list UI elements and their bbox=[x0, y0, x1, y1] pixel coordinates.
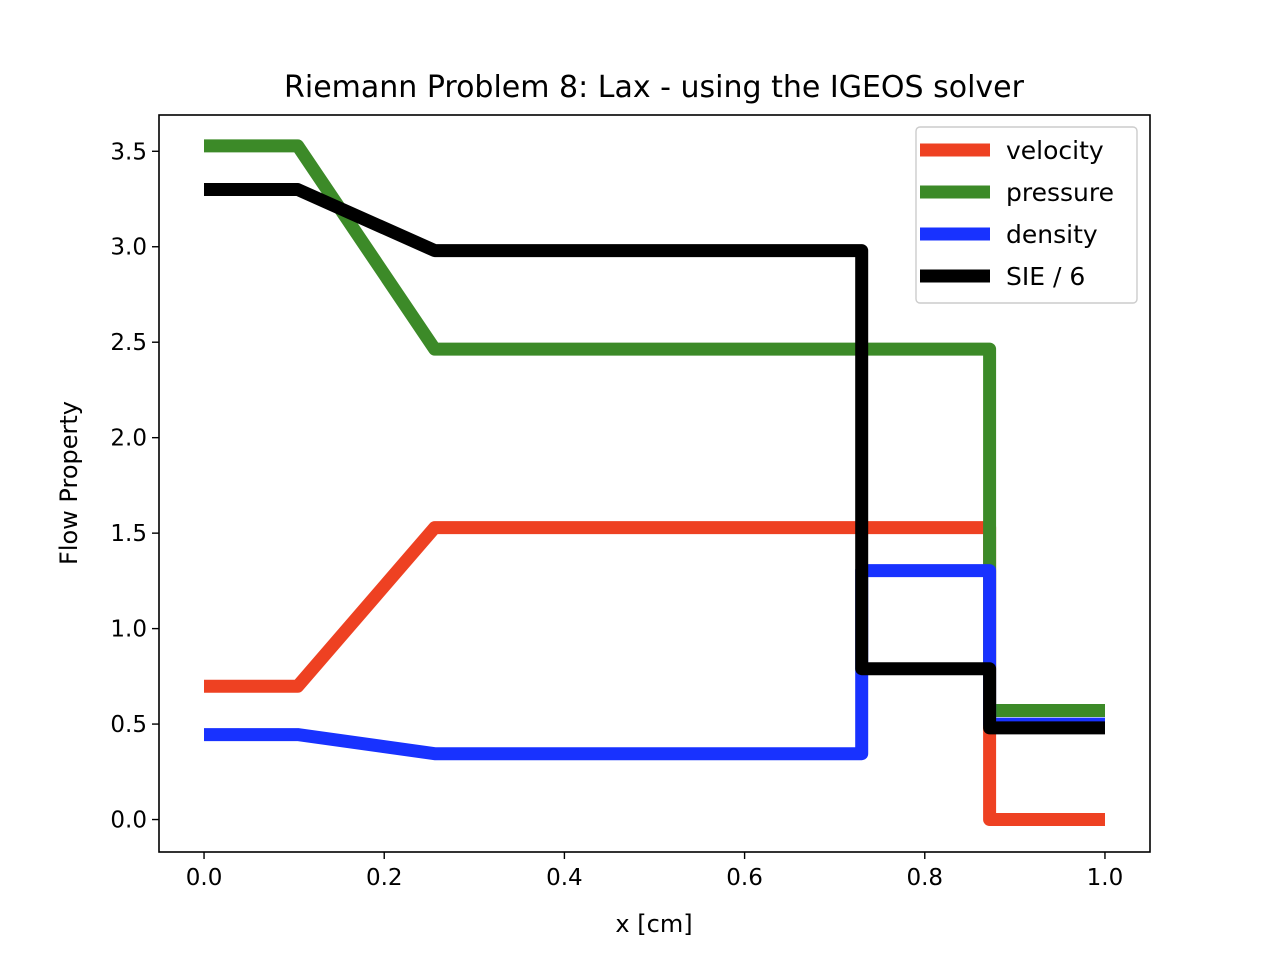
series-line-velocity bbox=[204, 521, 1105, 826]
chart-title: Riemann Problem 8: Lax - using the IGEOS… bbox=[284, 70, 1025, 105]
y-tick-label: 1.5 bbox=[110, 521, 147, 547]
plot-area bbox=[204, 139, 1105, 826]
legend-label-density: density bbox=[1006, 220, 1098, 249]
y-axis-label: Flow Property bbox=[55, 401, 83, 565]
legend: velocity pressure density SIE / 6 bbox=[915, 126, 1138, 304]
legend-box bbox=[915, 126, 1138, 304]
series-line-pressure bbox=[204, 139, 1105, 717]
x-tick-label: 0.2 bbox=[366, 865, 403, 891]
x-tick-label: 0.6 bbox=[726, 865, 763, 891]
x-axis: 0.0 0.2 0.4 0.6 0.8 1.0 bbox=[186, 852, 1123, 891]
x-tick-label: 1.0 bbox=[1087, 865, 1124, 891]
x-tick-label: 0.8 bbox=[906, 865, 943, 891]
y-tick-label: 0.0 bbox=[110, 808, 147, 834]
series-line-sie-6 bbox=[204, 183, 1105, 735]
y-tick-label: 3.5 bbox=[110, 139, 147, 165]
y-tick-label: 2.5 bbox=[110, 330, 147, 356]
y-tick-label: 1.0 bbox=[110, 617, 147, 643]
y-axis: 0.0 0.5 1.0 1.5 2.0 2.5 3.0 3.5 bbox=[110, 139, 159, 834]
x-axis-label: x [cm] bbox=[615, 910, 692, 938]
y-tick-label: 2.0 bbox=[110, 426, 147, 452]
legend-label-sie-6: SIE / 6 bbox=[1006, 262, 1085, 291]
y-tick-label: 0.5 bbox=[110, 712, 147, 738]
legend-label-pressure: pressure bbox=[1006, 178, 1114, 207]
axes-frame bbox=[158, 114, 1151, 853]
x-tick-label: 0.4 bbox=[546, 865, 583, 891]
legend-label-velocity: velocity bbox=[1006, 136, 1104, 165]
y-tick-label: 3.0 bbox=[110, 235, 147, 261]
x-tick-label: 0.0 bbox=[186, 865, 223, 891]
